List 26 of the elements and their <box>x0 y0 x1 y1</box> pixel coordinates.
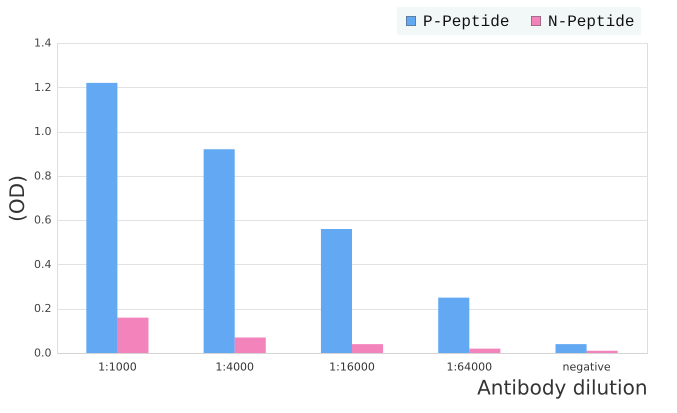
bar <box>86 82 118 353</box>
x-tick-label: 1:4000 <box>215 360 254 374</box>
x-tick-label: 1:1000 <box>98 360 137 374</box>
x-tick-label: 1:64000 <box>446 360 492 374</box>
bar <box>352 344 384 353</box>
y-axis-title: (OD) <box>5 175 30 222</box>
bar <box>556 344 587 353</box>
bar <box>438 298 470 353</box>
bar <box>117 318 148 353</box>
y-tick-label: 0.6 <box>34 214 52 227</box>
legend-label: N-Peptide <box>548 13 634 31</box>
y-tick-label: 0.8 <box>34 169 52 182</box>
bar <box>234 338 266 353</box>
y-tick-label: 1.4 <box>34 36 52 50</box>
legend-label: P-Peptide <box>423 13 510 31</box>
y-tick-label: 0.4 <box>34 258 52 271</box>
y-tick-label: 0.0 <box>34 346 52 360</box>
x-tick-label: 1:16000 <box>329 360 375 374</box>
bar <box>469 348 500 353</box>
bar <box>320 229 352 353</box>
y-tick-label: 0.2 <box>34 302 52 316</box>
x-tick-label: negative <box>562 360 611 374</box>
bar <box>204 149 235 353</box>
y-tick-label: 1.2 <box>34 80 52 94</box>
x-axis-title: Antibody dilution <box>477 376 648 400</box>
y-tick-label: 1.0 <box>34 125 52 138</box>
